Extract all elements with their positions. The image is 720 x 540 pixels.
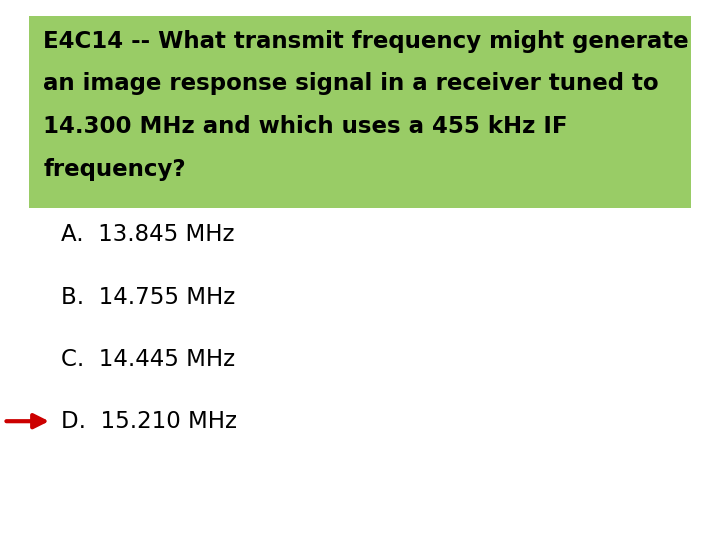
Text: frequency?: frequency? — [43, 158, 186, 180]
Text: D.  15.210 MHz: D. 15.210 MHz — [61, 410, 237, 433]
Bar — [29, 16, 691, 208]
Text: E4C14 -- What transmit frequency might generate: E4C14 -- What transmit frequency might g… — [43, 30, 689, 53]
Text: C.  14.445 MHz: C. 14.445 MHz — [61, 348, 235, 370]
Text: an image response signal in a receiver tuned to: an image response signal in a receiver t… — [43, 72, 659, 95]
Text: B.  14.755 MHz: B. 14.755 MHz — [61, 286, 235, 308]
Text: A.  13.845 MHz: A. 13.845 MHz — [61, 224, 235, 246]
Text: 14.300 MHz and which uses a 455 kHz IF: 14.300 MHz and which uses a 455 kHz IF — [43, 115, 567, 138]
